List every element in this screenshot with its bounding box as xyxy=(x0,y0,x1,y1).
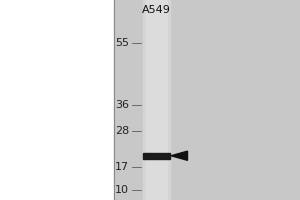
Bar xyxy=(142,153,170,159)
Bar xyxy=(142,0,170,200)
Text: 28: 28 xyxy=(115,126,129,136)
Text: 17: 17 xyxy=(115,162,129,172)
Polygon shape xyxy=(171,151,188,160)
Text: 10: 10 xyxy=(115,185,129,195)
Bar xyxy=(146,0,167,200)
Text: 55: 55 xyxy=(115,38,129,48)
Text: A549: A549 xyxy=(142,5,170,15)
Text: 36: 36 xyxy=(115,100,129,110)
Bar xyxy=(114,0,300,200)
